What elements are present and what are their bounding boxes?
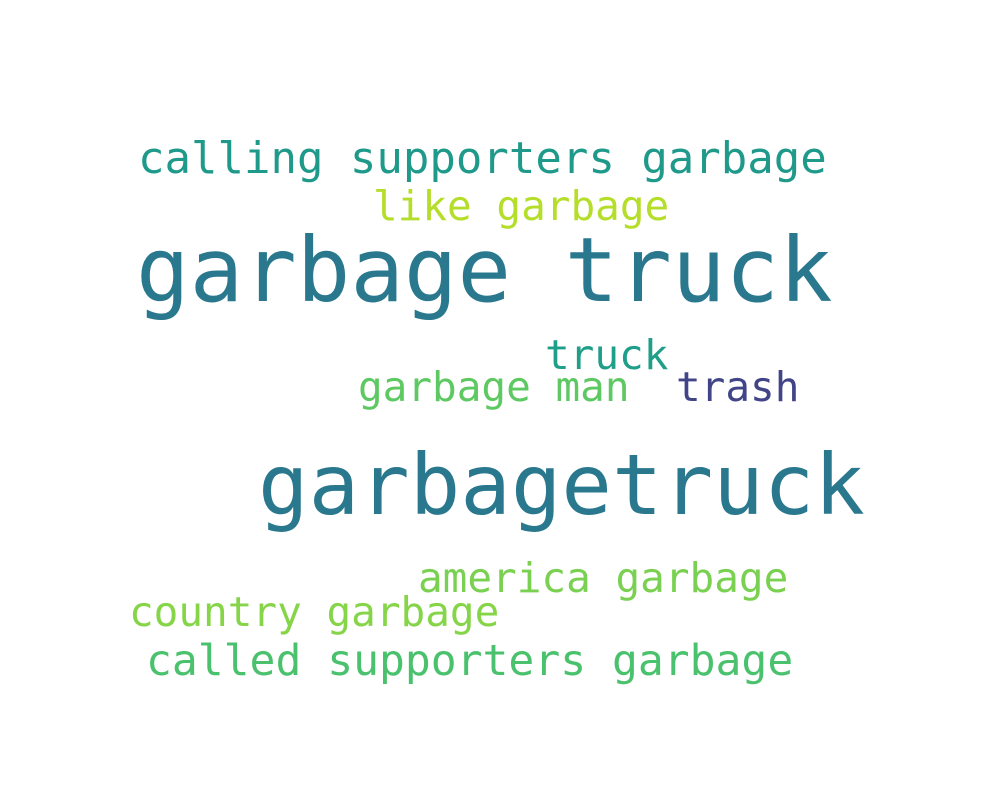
word-america-garbage: america garbage bbox=[418, 554, 789, 602]
word-calling-supporters: calling supporters garbage bbox=[138, 133, 827, 184]
word-country-garbage: country garbage bbox=[129, 588, 500, 636]
word-truck: truck bbox=[545, 331, 669, 379]
word-called-supporters: called supporters garbage bbox=[146, 636, 794, 686]
word-trash: trash bbox=[676, 363, 800, 411]
word-garbage-man: garbage man bbox=[358, 363, 630, 411]
word-garbage-truck: garbage truck bbox=[136, 218, 833, 322]
word-garbagetruck: garbagetruck bbox=[258, 436, 865, 534]
word-like-garbage: like garbage bbox=[373, 182, 670, 230]
